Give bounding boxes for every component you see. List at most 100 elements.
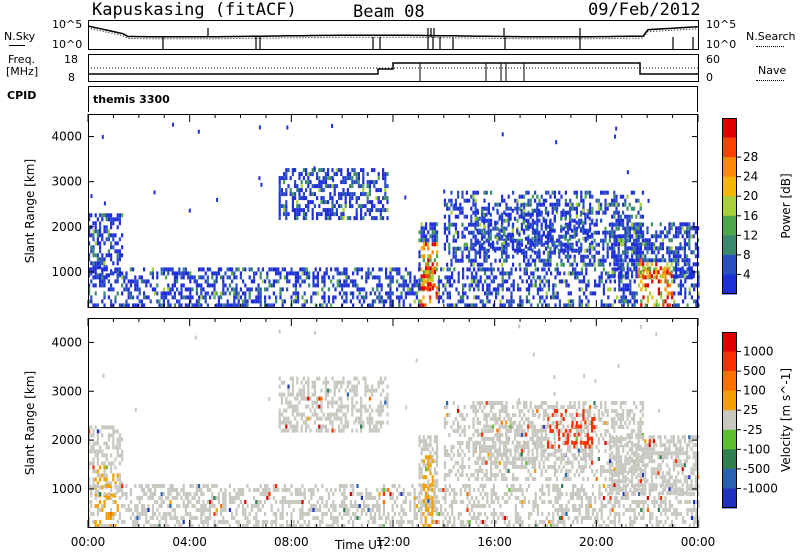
heatmap-cell [530, 512, 533, 516]
heatmap-cell [602, 262, 605, 267]
heatmap-cell [666, 230, 669, 235]
heatmap-cell [571, 228, 574, 233]
heatmap-cell [343, 508, 346, 512]
heatmap-cell [593, 246, 596, 251]
heatmap-cell [349, 184, 352, 189]
heatmap-cell [165, 275, 168, 280]
heatmap-cell [584, 236, 587, 241]
heatmap-cell [118, 303, 121, 308]
heatmap-cell [631, 295, 634, 300]
heatmap-cell [125, 484, 128, 488]
heatmap-cell [357, 380, 360, 385]
heatmap-cell [377, 176, 380, 181]
heatmap-cell [300, 180, 303, 185]
heatmap-cell [466, 295, 469, 300]
heatmap-cell [514, 504, 517, 508]
heatmap-cell [642, 274, 645, 279]
heatmap-cell [191, 524, 194, 528]
heatmap-cell [465, 246, 468, 251]
heatmap-cell [329, 208, 332, 213]
heatmap-cell [299, 488, 302, 492]
heatmap-cell [627, 275, 630, 280]
heatmap-cell [459, 488, 462, 492]
heatmap-cell [635, 230, 638, 235]
heatmap-cell [427, 278, 430, 283]
heatmap-cell [444, 283, 447, 288]
heatmap-cell [307, 424, 310, 429]
heatmap-cell [193, 303, 196, 308]
heatmap-cell [347, 275, 350, 280]
heatmap-cell [344, 388, 347, 393]
heatmap-cell [690, 226, 693, 231]
heatmap-cell [474, 242, 477, 247]
heatmap-cell [600, 516, 603, 520]
cpid-value: themis 3300 [93, 93, 170, 106]
heatmap-cell [571, 248, 574, 253]
heatmap-cell [579, 220, 583, 225]
heatmap-cell [503, 492, 506, 496]
heatmap-cell [235, 492, 238, 496]
heatmap-cell [285, 408, 288, 413]
heatmap-cell [335, 208, 338, 213]
heatmap-cell [422, 282, 425, 287]
heatmap-cell [283, 172, 286, 177]
heatmap-cell [349, 492, 352, 496]
heatmap-cell [110, 461, 113, 466]
heatmap-cell [96, 429, 99, 434]
heatmap-cell [379, 212, 382, 217]
heatmap-cell [329, 400, 332, 405]
heatmap-cell [420, 286, 423, 291]
heatmap-cell [235, 496, 238, 500]
heatmap-cell [331, 428, 334, 433]
heatmap-cell [587, 279, 590, 284]
heatmap-cell [312, 516, 315, 520]
heatmap-cell [488, 283, 491, 288]
heatmap-cell [342, 188, 345, 193]
heatmap-cell [353, 388, 356, 393]
heatmap-cell [343, 500, 346, 504]
heatmap-cell [376, 295, 379, 300]
heatmap-cell [465, 198, 468, 203]
heatmap-cell [446, 206, 449, 211]
heatmap-cell [156, 524, 159, 528]
heatmap-cell [206, 524, 209, 528]
heatmap-cell [121, 484, 124, 488]
heatmap-cell [344, 192, 347, 197]
heatmap-cell [694, 246, 697, 251]
heatmap-cell [561, 484, 564, 488]
heatmap-cell [409, 492, 412, 496]
heatmap-cell [677, 512, 680, 516]
heatmap-cell [595, 250, 598, 255]
heatmap-cell [453, 267, 456, 272]
heatmap-cell [136, 496, 139, 500]
heatmap-cell [402, 299, 405, 304]
heatmap-cell [508, 303, 511, 308]
heatmap-cell [206, 520, 209, 524]
heatmap-cell [586, 254, 589, 259]
heatmap-cell [307, 180, 310, 185]
heatmap-cell [314, 524, 317, 528]
heatmap-cell [316, 216, 319, 221]
heatmap-cell [121, 493, 124, 498]
heatmap-cell [313, 420, 316, 425]
heatmap-cell [591, 206, 594, 211]
heatmap-cell [396, 279, 399, 284]
heatmap-cell [289, 424, 292, 429]
heatmap-cell [567, 271, 570, 276]
heatmap-cell [349, 216, 352, 221]
heatmap-cell [195, 279, 198, 284]
heatmap-cell [496, 208, 499, 213]
heatmap-cell [280, 188, 283, 193]
heatmap-cell [688, 238, 691, 243]
heatmap-cell [312, 488, 315, 492]
heatmap-cell [371, 204, 374, 209]
heatmap-cell [521, 504, 524, 508]
heatmap-cell [134, 516, 137, 520]
heatmap-cell [180, 283, 183, 288]
heatmap-cell [501, 303, 504, 308]
heatmap-cell [639, 262, 642, 267]
heatmap-cell [360, 168, 363, 173]
heatmap-cell [637, 198, 640, 203]
heatmap-cell [88, 233, 91, 238]
heatmap-cell [301, 484, 304, 488]
